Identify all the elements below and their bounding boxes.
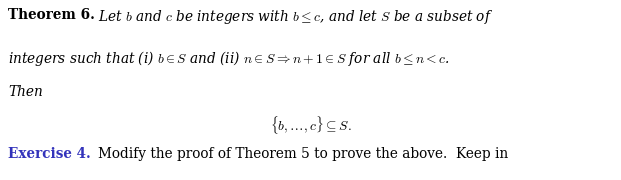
Text: Exercise 4.: Exercise 4.: [8, 147, 91, 161]
Text: Then: Then: [8, 86, 43, 100]
Text: Theorem 6.: Theorem 6.: [8, 8, 95, 22]
Text: Modify the proof of Theorem 5 to prove the above.  Keep in: Modify the proof of Theorem 5 to prove t…: [98, 147, 509, 161]
Text: $\{b,\ldots,c\} \subseteq S.$: $\{b,\ldots,c\} \subseteq S.$: [270, 114, 351, 136]
Text: Let $b$ and $c$ be integers with $b \leq c$, and let $S$ be a subset of: Let $b$ and $c$ be integers with $b \leq…: [98, 8, 493, 26]
Text: integers such that (i) $b \in S$ and (ii) $n \in S \Rightarrow n+1 \in S$ for al: integers such that (i) $b \in S$ and (ii…: [8, 49, 450, 68]
